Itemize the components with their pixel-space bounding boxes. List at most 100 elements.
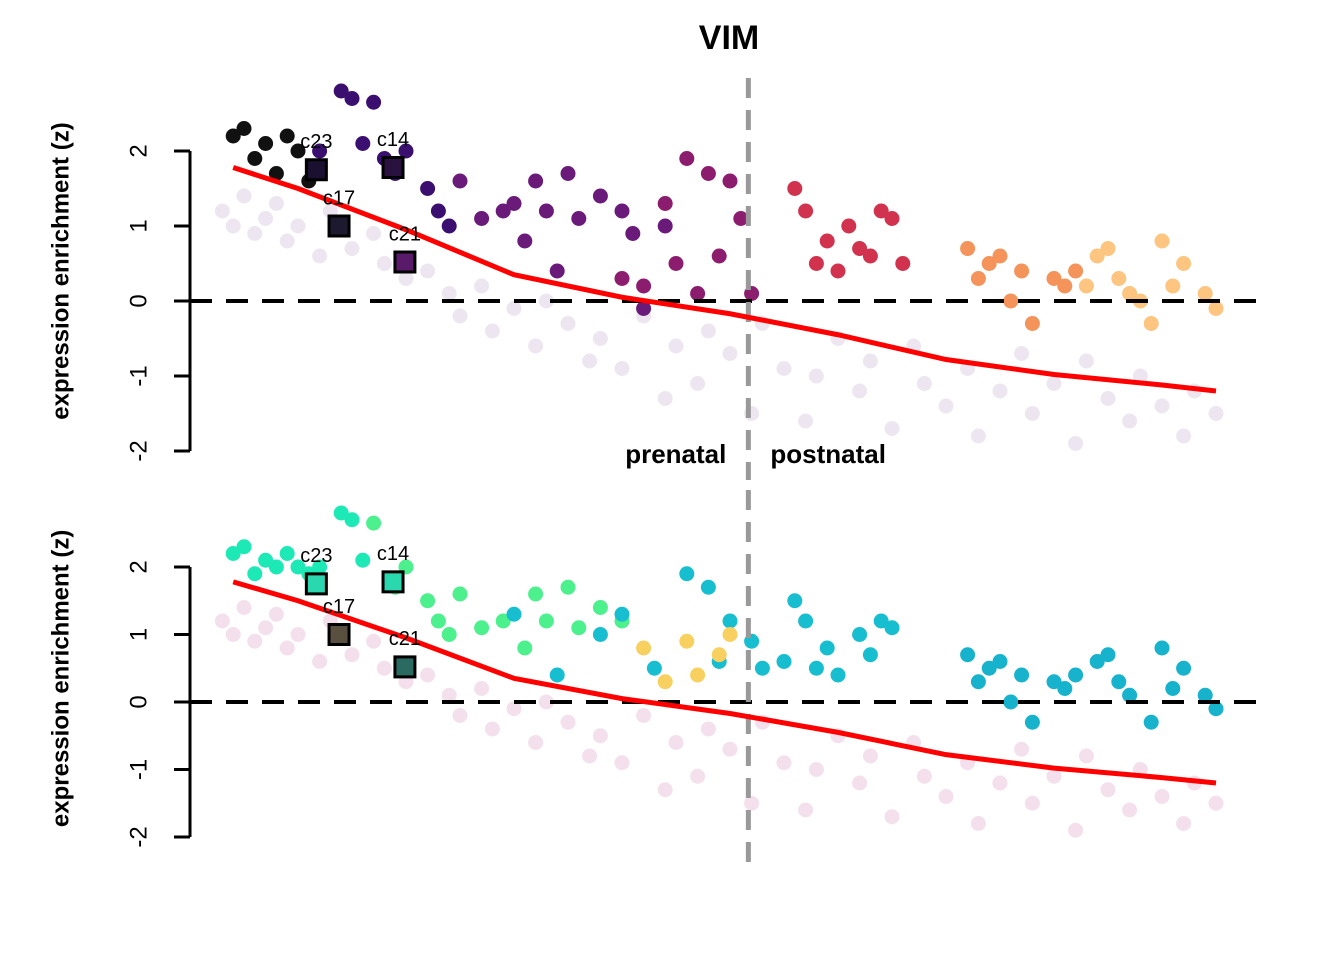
point [1176,256,1192,271]
point [592,728,608,744]
point [344,512,360,528]
point [1024,406,1040,421]
point [290,627,306,642]
point [582,748,598,764]
point [744,795,760,811]
point [1111,674,1127,690]
cluster-marker [381,570,405,594]
point [798,413,814,429]
point [1165,278,1181,294]
point [430,613,446,629]
point [1208,795,1224,811]
point [970,428,986,444]
point [776,755,792,771]
point [884,421,900,436]
point [355,136,371,151]
point [1154,640,1170,656]
point [247,633,263,649]
y-tick-label: -1 [125,759,152,780]
point [214,203,230,219]
point [1208,301,1224,316]
point [798,802,814,818]
point [538,613,554,629]
cluster-label: c17 [323,596,355,618]
point [333,83,349,99]
point [258,552,274,568]
point [679,633,695,649]
y-axis-label: expression enrichment (z) [47,530,74,827]
cluster-marker [327,214,351,238]
point [992,775,1008,791]
y-tick-label: 1 [125,628,152,641]
point [1089,248,1105,264]
point [225,627,241,642]
point [366,633,382,649]
point [722,627,738,642]
point [236,121,252,136]
point [852,627,868,642]
point [679,566,695,582]
point [279,128,295,144]
point [830,263,846,279]
point [258,211,274,226]
point [592,627,608,642]
point [582,353,598,369]
point [290,218,306,234]
point [884,809,900,825]
point [1014,667,1030,683]
point [333,505,349,521]
point [841,218,857,234]
point [290,559,306,575]
point [592,600,608,615]
point [614,361,630,376]
point [1100,647,1116,663]
point [225,546,241,561]
point [279,640,295,656]
point [592,331,608,346]
point [1046,768,1062,784]
point [452,586,468,602]
point [614,271,630,286]
point [420,593,436,609]
point [474,681,490,696]
point [398,271,414,286]
point [754,660,770,676]
point [376,256,392,271]
point [690,768,706,784]
point [538,203,554,219]
point [1197,286,1213,301]
point [992,654,1008,669]
cluster-label: c21 [389,628,421,650]
point [441,627,457,642]
point [560,714,576,730]
point [312,143,328,159]
point [1176,816,1192,831]
point [711,248,727,264]
point [560,316,576,331]
point [1176,660,1192,676]
cluster-label: c23 [300,131,332,153]
annotation: prenatal [625,439,726,469]
cluster-marker [327,623,351,646]
point [1046,674,1062,690]
point [981,256,997,271]
point [798,613,814,629]
point [1068,263,1084,279]
point [614,203,630,219]
point [970,271,986,286]
point [1014,741,1030,757]
point [225,218,241,234]
point [970,674,986,690]
y-axis-label: expression enrichment (z) [47,122,74,419]
point [690,286,706,301]
point [992,383,1008,399]
cluster-marker [393,655,417,679]
point [1078,748,1094,764]
point [1068,822,1084,838]
point [830,667,846,683]
point [1176,428,1192,444]
point [1024,714,1040,730]
point [819,640,835,656]
point [225,128,241,144]
